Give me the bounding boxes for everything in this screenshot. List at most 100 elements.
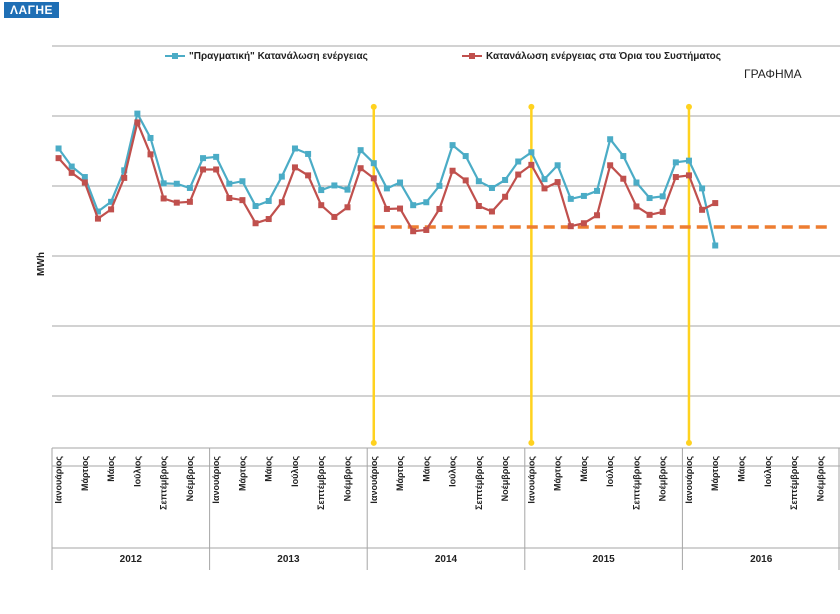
month-tick-label: Νοέμβριος [500,456,510,502]
data-point [594,212,601,219]
data-point [134,119,141,126]
month-tick-label: Μάρτιος [80,456,90,491]
data-point [672,174,679,181]
data-point [357,147,364,154]
data-point [278,199,285,206]
data-point [226,180,233,187]
data-point [475,203,482,210]
year-label: 2013 [277,554,300,565]
data-point [305,150,312,157]
legend-swatch-marker-system [469,53,475,59]
data-point [607,162,614,169]
month-tick-label: Σεπτέμβριος [789,456,799,510]
data-point [81,174,88,181]
data-point [370,160,377,167]
data-point [685,172,692,179]
month-tick-label: Νοέμβριος [658,456,668,502]
data-point [423,199,430,206]
month-tick-label: Ιούλιος [763,456,773,487]
data-point [383,185,390,192]
month-tick-label: Μάιος [737,456,747,482]
data-point [68,169,75,176]
data-point [580,220,587,227]
data-point [55,155,62,162]
data-point [528,161,535,168]
data-point [620,175,627,182]
month-tick-label: Σεπτέμβριος [631,456,641,510]
x-axis: Ιανουάριος Μάρτιος Μάιος Ιούλιος Σεπτέμβριος… [51,447,840,570]
data-point [502,193,509,200]
legend-swatch-marker-real [172,53,178,59]
data-point [712,242,719,249]
legend: "Πραγματική" Κατανάλωση ενέργειας Κατανά… [165,51,721,62]
data-point [383,205,390,212]
data-point [94,215,101,222]
data-point [449,167,456,174]
month-tick-label: Νοέμβριος [343,456,353,502]
data-point [160,180,167,187]
y-axis-label: MWh [36,252,47,276]
data-point [265,197,272,204]
month-tick-label: Ιανουάριος [369,456,379,504]
vertical-marker-top-dot [528,103,535,110]
month-tick-label: Ιανουάριος [684,456,694,504]
data-point [594,187,601,194]
data-point [173,180,180,187]
data-point [436,205,443,212]
data-point [672,159,679,166]
year-label: 2012 [120,554,143,565]
data-point [213,153,220,160]
data-point [239,197,246,204]
month-tick-label: Ιούλιος [605,456,615,487]
data-point [252,220,259,227]
data-point [633,179,640,186]
data-point [252,203,259,210]
series-line-1 [57,118,716,233]
data-point [659,208,666,215]
data-point [305,172,312,179]
data-point [410,202,417,209]
vertical-marker-bottom-dot [528,439,535,446]
data-point [278,173,285,180]
data-point [291,145,298,152]
data-point [397,205,404,212]
data-point [81,179,88,186]
data-point [607,136,614,143]
data-point [633,203,640,210]
month-tick-label: Μάιος [421,456,431,482]
month-tick-label: Μάρτιος [553,456,563,491]
data-point [449,142,456,149]
data-point [173,199,180,206]
legend-label-system: Κατανάλωση ενέργειας στα Όρια του Συστήμ… [486,51,721,62]
data-point [699,185,706,192]
data-point [121,167,128,174]
month-tick-label: Μάιος [106,456,116,482]
data-point [423,226,430,233]
chart-title: ΓΡΑΦΗΜΑ [744,67,802,81]
vertical-marker-bottom-dot [685,439,692,446]
data-point [646,211,653,218]
data-point [108,206,115,213]
data-point [108,198,115,205]
data-point [567,195,574,202]
month-tick-label: Μάρτιος [395,456,405,491]
data-point [147,134,154,141]
month-tick-label: Νοέμβριος [815,456,825,502]
data-point [186,184,193,191]
month-tick-label: Μάρτιος [710,456,720,491]
month-tick-label: Ιανουάριος [211,456,221,504]
grid-lines [52,45,840,467]
data-point [318,187,325,194]
data-point [462,153,469,160]
vertical-marker-bottom-dot [370,439,377,446]
month-tick-label: Ιανουάριος [526,456,536,504]
data-point [410,228,417,235]
data-point [147,151,154,158]
vertical-marker-top-dot [370,103,377,110]
data-point [515,158,522,165]
data-point [515,171,522,178]
month-tick-label: Ιούλιος [290,456,300,487]
data-point [554,162,561,169]
data-point [318,202,325,209]
